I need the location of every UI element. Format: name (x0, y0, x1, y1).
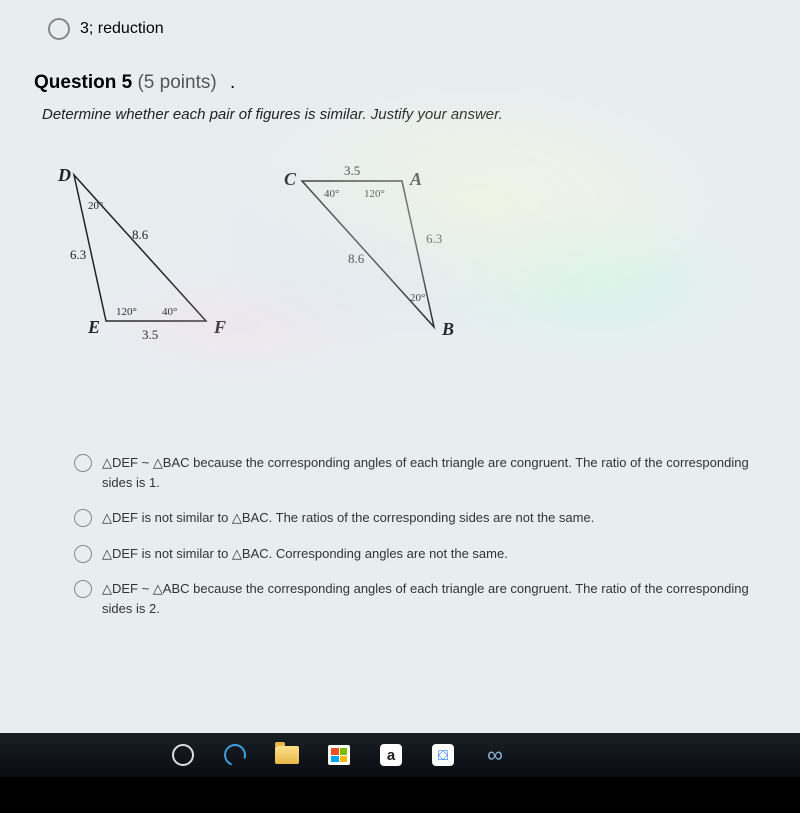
triangles-svg: D E F 20° 120° 40° 6.3 8.6 3.5 C A B 40° 120° 20° 3.5 6.… (54, 163, 494, 363)
svg-text:E: E (87, 317, 100, 337)
svg-text:D: D (57, 165, 71, 185)
question-title: Question 5 (34, 72, 132, 93)
option-c[interactable]: △DEF is not similar to △BAC. Correspondi… (74, 544, 770, 564)
option-a[interactable]: △DEF ~ △BAC because the corresponding an… (74, 453, 770, 492)
prev-option-label: 3; reduction (80, 20, 164, 38)
svg-text:F: F (213, 317, 226, 337)
cortana-icon[interactable] (170, 742, 196, 768)
file-explorer-icon[interactable] (274, 742, 300, 768)
svg-text:6.3: 6.3 (70, 247, 86, 262)
svg-text:20°: 20° (410, 292, 425, 304)
svg-text:40°: 40° (324, 188, 339, 200)
amazon-icon[interactable]: a (378, 742, 404, 768)
svg-text:6.3: 6.3 (426, 231, 442, 246)
radio-icon (74, 580, 92, 598)
svg-text:40°: 40° (162, 306, 177, 318)
svg-text:3.5: 3.5 (344, 163, 360, 178)
answer-options: △DEF ~ △BAC because the corresponding an… (74, 453, 770, 618)
store-icon[interactable] (326, 742, 352, 768)
svg-text:120°: 120° (116, 306, 137, 318)
svg-text:20°: 20° (88, 200, 103, 212)
edge-icon[interactable] (222, 742, 248, 768)
question-points: (5 points) (137, 72, 216, 93)
question-instruction: Determine whether each pair of figures i… (42, 106, 770, 123)
option-text: △DEF ~ △BAC because the corresponding an… (102, 453, 770, 492)
option-d[interactable]: △DEF ~ △ABC because the corresponding an… (74, 579, 770, 618)
monitor-bezel (0, 777, 800, 813)
option-text: △DEF is not similar to △BAC. Correspondi… (102, 544, 770, 564)
radio-icon (74, 545, 92, 563)
taskbar: a ⛋ ∞ (0, 733, 800, 777)
svg-text:B: B (441, 319, 454, 339)
radio-icon (74, 454, 92, 472)
svg-text:A: A (409, 169, 422, 189)
radio-icon (48, 18, 70, 40)
option-b[interactable]: △DEF is not similar to △BAC. The ratios … (74, 508, 770, 528)
svg-text:3.5: 3.5 (142, 327, 158, 342)
figures-area: D E F 20° 120° 40° 6.3 8.6 3.5 C A B 40° 120° 20° 3.5 6.… (54, 163, 770, 363)
svg-text:8.6: 8.6 (132, 227, 149, 242)
option-text: △DEF is not similar to △BAC. The ratios … (102, 508, 770, 528)
svg-text:8.6: 8.6 (348, 251, 365, 266)
svg-text:C: C (284, 169, 297, 189)
question-header: Question 5 (5 points) . (34, 72, 770, 94)
infinity-icon[interactable]: ∞ (482, 742, 508, 768)
radio-icon (74, 509, 92, 527)
option-text: △DEF ~ △ABC because the corresponding an… (102, 579, 770, 618)
svg-text:120°: 120° (364, 188, 385, 200)
prev-question-option[interactable]: 3; reduction (48, 18, 770, 40)
dropbox-icon[interactable]: ⛋ (430, 742, 456, 768)
